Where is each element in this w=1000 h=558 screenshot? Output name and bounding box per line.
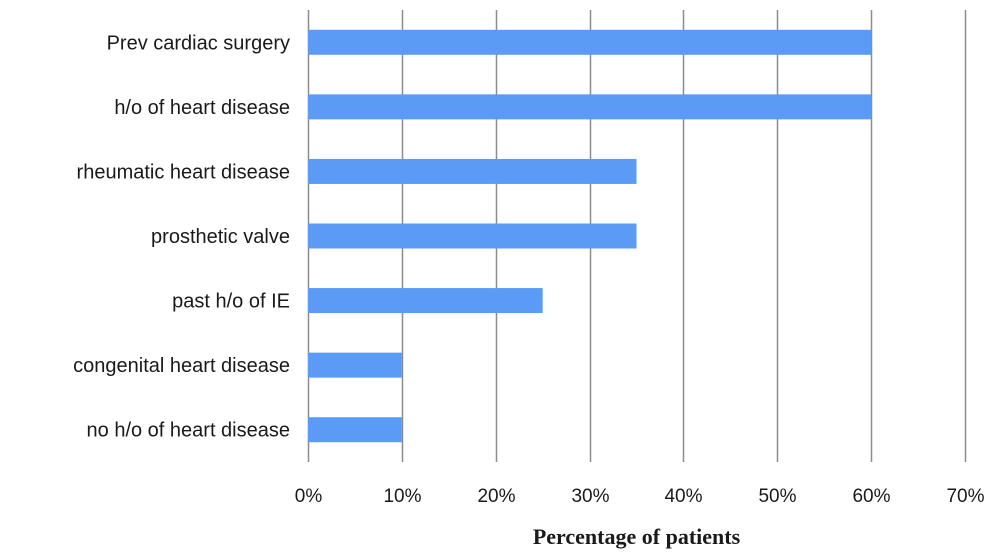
category-label: no h/o of heart disease <box>87 420 290 442</box>
bar <box>308 158 637 184</box>
x-tick-label: 70% <box>946 486 984 507</box>
bar <box>308 417 402 443</box>
bars <box>308 29 872 443</box>
category-label: prosthetic valve <box>151 226 290 248</box>
x-tick-label: 20% <box>477 486 515 507</box>
x-tick-label: 30% <box>571 486 609 507</box>
category-label: past h/o of IE <box>172 291 290 313</box>
bar <box>308 223 637 249</box>
x-axis-title: Percentage of patients <box>533 524 741 549</box>
bar <box>308 352 402 378</box>
category-label: rheumatic heart disease <box>77 161 290 183</box>
bar <box>308 94 872 120</box>
bar <box>308 29 872 55</box>
x-tick-label: 50% <box>758 486 796 507</box>
x-tick-label: 0% <box>295 486 323 507</box>
category-label: h/o of heart disease <box>114 97 290 119</box>
category-labels: Prev cardiac surgery h/o of heart disease… <box>73 32 290 441</box>
x-tick-label: 40% <box>664 486 702 507</box>
bar <box>308 288 543 314</box>
x-tick-label: 60% <box>852 486 890 507</box>
category-label: Prev cardiac surgery <box>107 32 290 54</box>
x-tick-label: 10% <box>383 486 421 507</box>
category-label: congenital heart disease <box>73 355 290 377</box>
x-tick-labels: 0% 10% 20% 30% 40% 50% 60% 70% <box>295 486 985 507</box>
